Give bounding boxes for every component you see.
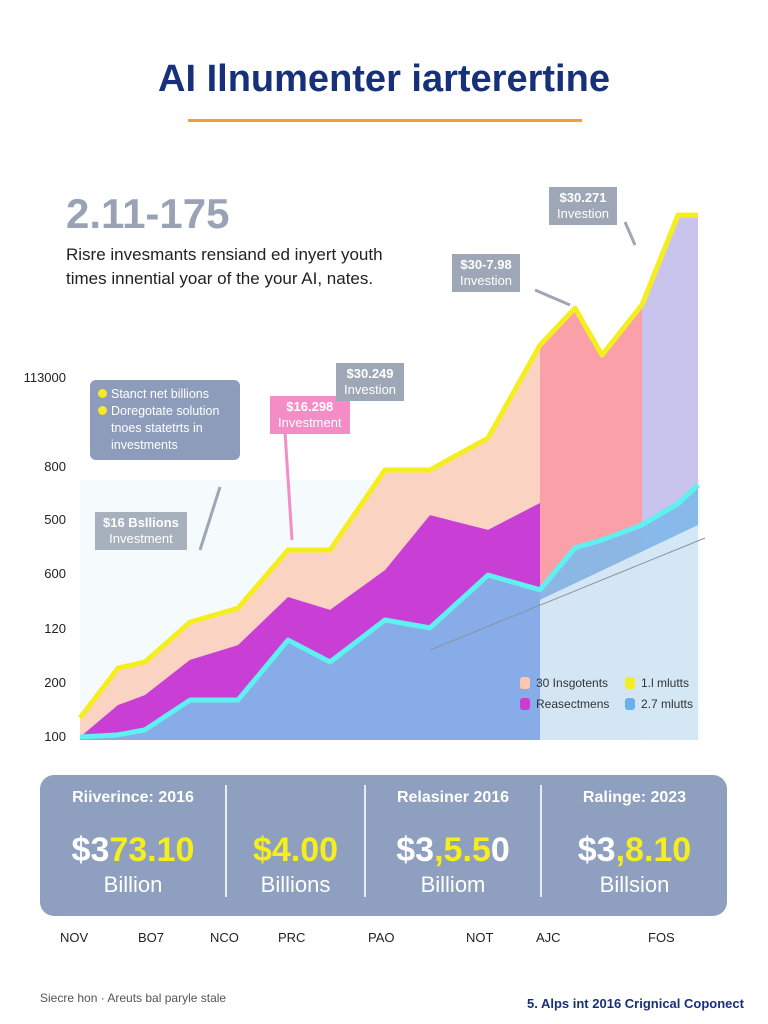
- summary-card: Ralinge: 2023 $3,8.10 Billsion: [577, 789, 692, 897]
- page-title: AI Ilnumenter iarterertine: [158, 58, 610, 100]
- note-box: Stanct net billions Doregotate solution …: [90, 380, 240, 460]
- summary-card: $4.00 Billions: [252, 831, 339, 897]
- y-tick-label: 100: [44, 729, 66, 744]
- series-line-cyan: [79, 483, 700, 740]
- credit-note: 5. Alps int 2016 Crignical Coponect: [527, 996, 744, 1011]
- summary-panel: Riiverince: 2016 $373.10 Billion $4.00 B…: [40, 775, 727, 916]
- swatch-icon: [625, 698, 635, 710]
- callout-1: $16 Bsllions Investment: [95, 512, 187, 550]
- callout-5: $30.271 Investion: [549, 187, 618, 225]
- x-tick-label: NCO: [210, 930, 239, 945]
- swatch-icon: [625, 677, 635, 689]
- divider: [225, 785, 227, 897]
- bullet-icon: [98, 406, 107, 415]
- note-text: tnoes statetrts in investments: [111, 421, 203, 452]
- callout-pointer: [283, 431, 294, 541]
- x-tick-label: PAO: [368, 930, 395, 945]
- x-tick-label: FOS: [648, 930, 675, 945]
- x-tick-label: AJC: [536, 930, 561, 945]
- legend-item: Reasectmens: [520, 697, 609, 711]
- bullet-icon: [98, 389, 107, 398]
- headline-number: 2.11-175: [66, 190, 230, 237]
- summary-card: Riiverince: 2016 $373.10 Billion: [71, 789, 195, 897]
- divider: [540, 785, 542, 897]
- legend-item: 2.7 mlutts: [625, 697, 693, 711]
- note-item: Doregotate solution: [98, 403, 232, 420]
- title-divider: [188, 119, 582, 122]
- y-tick-label: 800: [44, 459, 66, 474]
- callout-pointer: [534, 288, 571, 307]
- trend-line: [429, 537, 706, 651]
- source-note: Siecre hon · Areuts bal paryle stale: [40, 991, 227, 1005]
- x-tick-label: BO7: [138, 930, 165, 945]
- swatch-icon: [520, 677, 530, 689]
- y-tick-label: 500: [44, 512, 66, 527]
- series-line-yellow: [78, 212, 698, 720]
- x-tick-label: PRC: [278, 930, 306, 945]
- callout-pointer: [198, 486, 222, 551]
- x-tick-label: NOV: [60, 930, 89, 945]
- series-area-highlight: [540, 525, 698, 740]
- legend-item: 30 Insgotents: [520, 676, 608, 690]
- callout-2: $16.298 Investment: [270, 396, 350, 434]
- note-item: Stanct net billions: [98, 386, 232, 403]
- swatch-icon: [520, 698, 530, 710]
- y-tick-label: 200: [44, 675, 66, 690]
- y-tick-label: 120: [44, 621, 66, 636]
- callout-3: $30.249 Investion: [336, 363, 405, 401]
- y-tick-label: 600: [44, 566, 66, 581]
- y-tick-label: 113000: [23, 370, 66, 385]
- summary-card: Relasiner 2016 $3,5.50 Billiom: [396, 789, 510, 897]
- callout-4: $30-7.98 Investion: [452, 254, 521, 292]
- callout-pointer: [623, 221, 637, 246]
- divider: [364, 785, 366, 897]
- subtitle: Risre invesmants rensiand ed inyert yout…: [66, 245, 383, 288]
- legend-item: 1.l mlutts: [625, 676, 689, 690]
- x-tick-label: NOT: [466, 930, 494, 945]
